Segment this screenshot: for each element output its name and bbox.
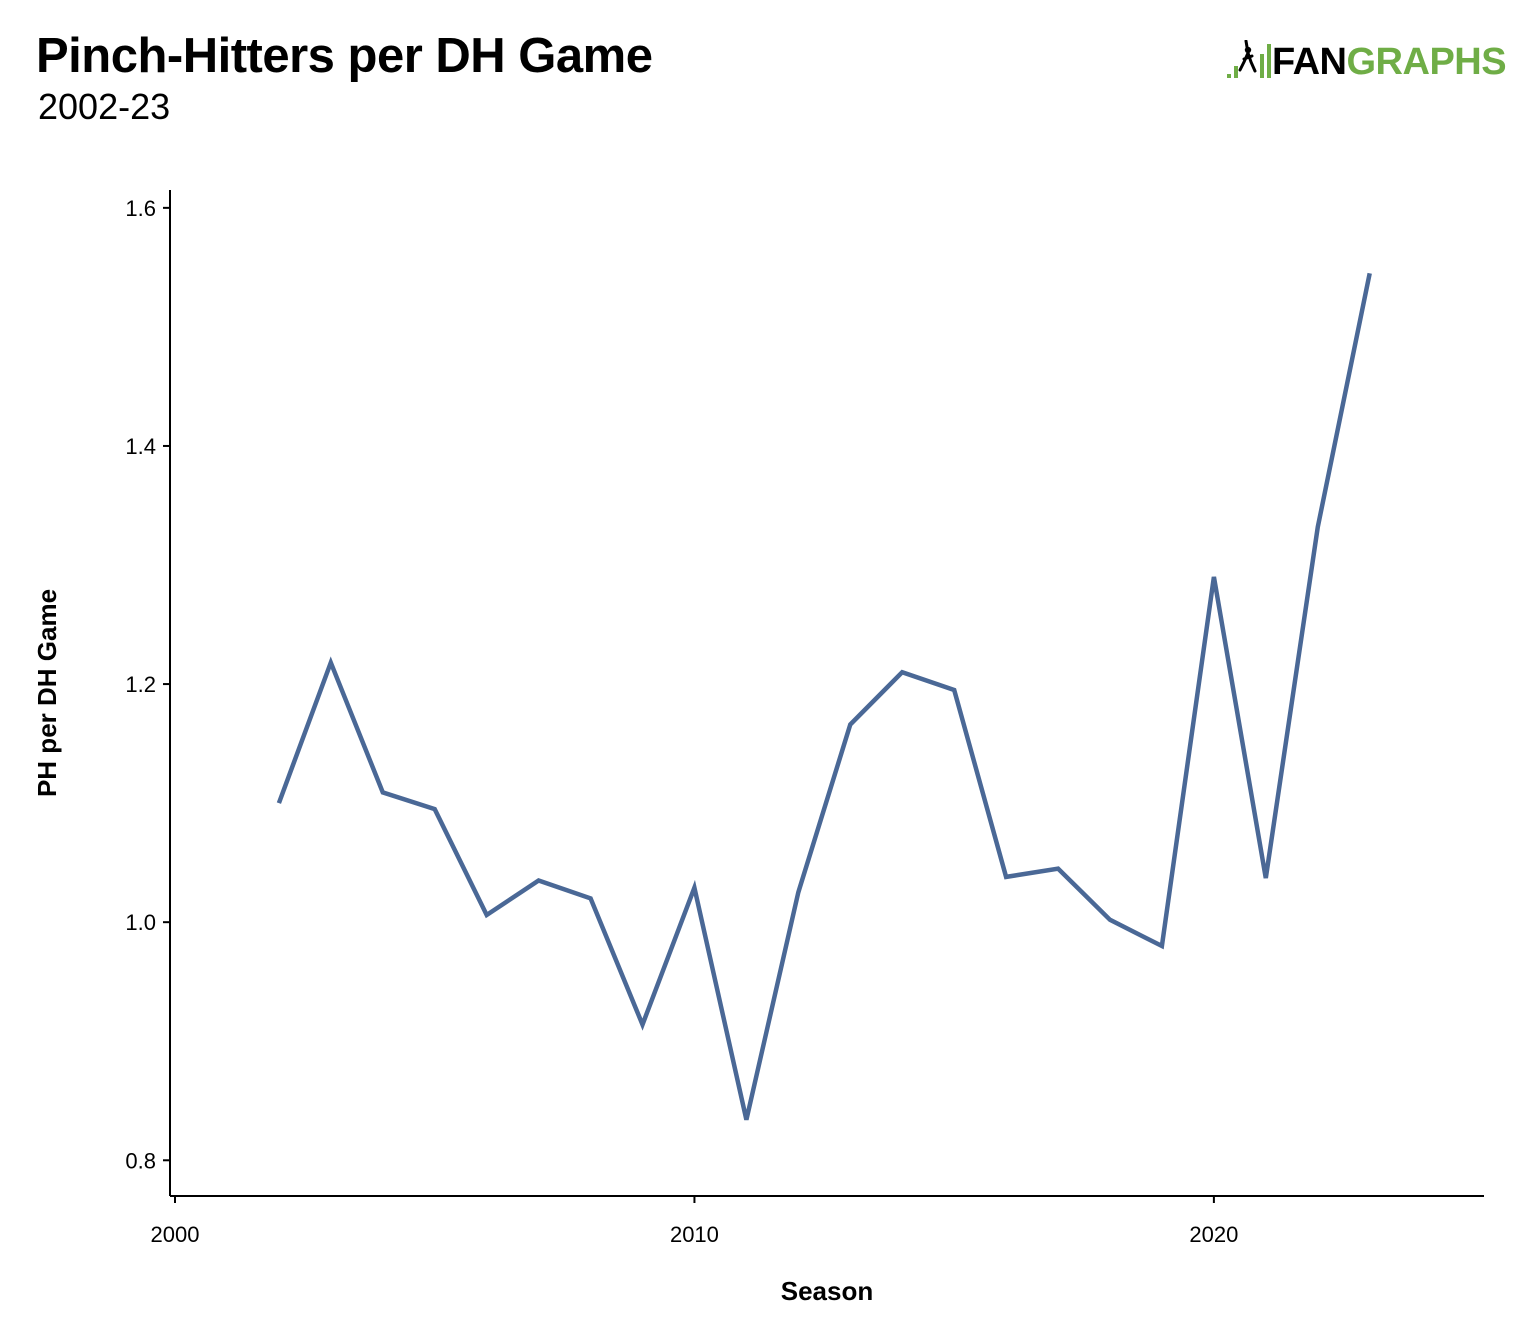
y-tick-label: 1.0 (125, 910, 156, 935)
fangraphs-logo: FANGRAPHS (1226, 40, 1516, 84)
x-tick-label: 2010 (670, 1222, 719, 1247)
series-line (276, 272, 1372, 1121)
y-tick-label: 1.4 (125, 434, 156, 459)
fangraphs-batter-icon (1227, 40, 1271, 78)
chart-title: Pinch-Hitters per DH Game (36, 29, 653, 83)
logo-wordmark: FANGRAPHS (1272, 40, 1507, 84)
logo-text-graphs: GRAPHS (1346, 41, 1507, 83)
x-tick-label: 2020 (1189, 1222, 1238, 1247)
y-tick-label: 0.8 (125, 1148, 156, 1173)
logo-text-fan: FAN (1272, 41, 1347, 83)
y-tick-label: 1.2 (125, 672, 156, 697)
y-axis-title: PH per DH Game (32, 589, 62, 797)
y-tick-label: 1.6 (125, 196, 156, 221)
chart-subtitle: 2002-23 (38, 86, 171, 127)
x-tick-label: 2000 (151, 1222, 200, 1247)
x-axis-title: Season (781, 1276, 874, 1306)
